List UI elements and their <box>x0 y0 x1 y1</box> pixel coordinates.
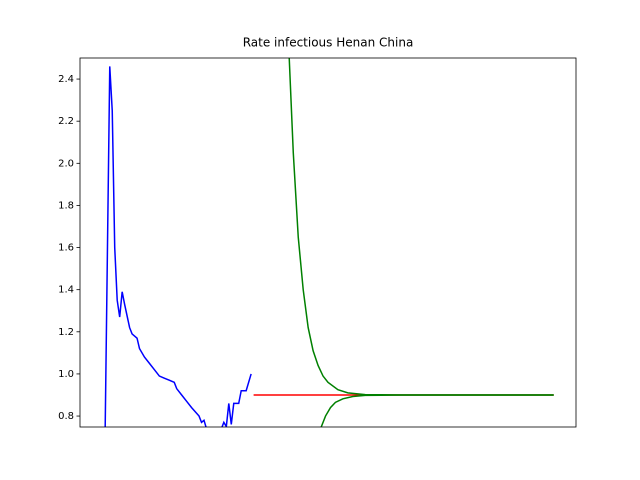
y-tick-label: 0.8 <box>58 411 74 422</box>
chart-title: Rate infectious Henan China <box>243 36 414 50</box>
axes-frame <box>79 57 577 428</box>
plot-area <box>104 58 554 427</box>
y-tick-label: 1.4 <box>58 285 74 296</box>
y-tick-label: 2.4 <box>58 74 74 85</box>
line <box>320 394 554 427</box>
y-tick-label: 1.2 <box>58 327 74 338</box>
y-tick-label: 2.0 <box>58 158 74 169</box>
line <box>104 66 252 427</box>
line <box>288 58 554 396</box>
y-tick-label: 1.8 <box>58 200 74 211</box>
y-tick-label: 1.0 <box>58 369 74 380</box>
y-tick-label: 1.6 <box>58 243 74 254</box>
y-tick-label: 2.2 <box>58 116 74 127</box>
